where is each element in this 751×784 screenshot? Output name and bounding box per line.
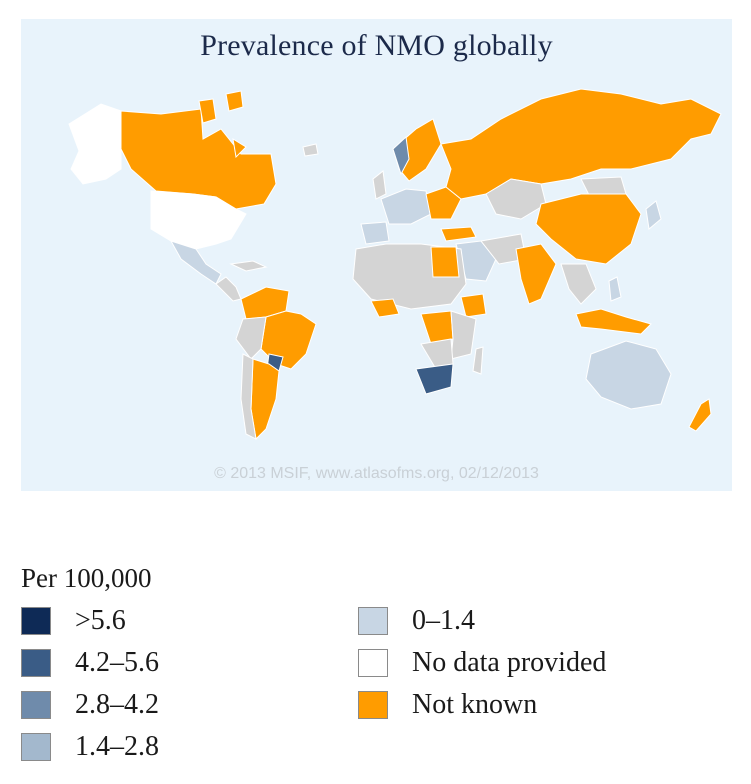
legend-title: Per 100,000 bbox=[21, 563, 152, 593]
legend-item-2-8-4-2: 2.8–4.2 bbox=[21, 689, 159, 720]
legend-swatch bbox=[21, 607, 51, 635]
legend-label: 4.2–5.6 bbox=[75, 647, 159, 678]
legend-swatch bbox=[21, 733, 51, 761]
legend-label: 2.8–4.2 bbox=[75, 689, 159, 720]
region-mexico bbox=[169, 240, 222, 285]
region-turkey bbox=[440, 226, 477, 242]
region-western-europe bbox=[380, 188, 432, 225]
region-alaska bbox=[68, 103, 122, 185]
world-map bbox=[68, 88, 722, 441]
legend-item-no-data: No data provided bbox=[358, 647, 607, 678]
legend-swatch bbox=[358, 691, 388, 719]
legend-label: 0–1.4 bbox=[412, 605, 475, 636]
region-southeast-asia bbox=[560, 263, 597, 305]
region-uk bbox=[372, 170, 387, 200]
legend-swatch bbox=[21, 649, 51, 677]
region-egypt bbox=[430, 246, 460, 278]
region-japan bbox=[645, 200, 662, 230]
world-map-panel: Prevalence of NMO globally © 2013 MSIF, … bbox=[21, 19, 732, 491]
legend-item-0-1-4: 0–1.4 bbox=[358, 605, 475, 636]
region-argentina bbox=[250, 358, 280, 441]
region-brazil bbox=[260, 310, 317, 370]
region-usa bbox=[150, 190, 247, 250]
region-india bbox=[515, 243, 557, 305]
map-title: Prevalence of NMO globally bbox=[200, 29, 553, 62]
region-canada-arctic bbox=[198, 98, 247, 159]
legend-swatch bbox=[358, 649, 388, 677]
legend-label: >5.6 bbox=[75, 605, 126, 636]
region-eastern-europe bbox=[425, 186, 462, 220]
legend-swatch bbox=[21, 691, 51, 719]
legend-item-1-4-2-8: 1.4–2.8 bbox=[21, 731, 159, 762]
legend-swatch bbox=[358, 607, 388, 635]
region-ethiopia bbox=[460, 293, 487, 318]
region-new-zealand bbox=[688, 398, 712, 432]
region-russia bbox=[440, 88, 722, 200]
legend-label: No data provided bbox=[412, 647, 607, 678]
legend-item-4-2-5-6: 4.2–5.6 bbox=[21, 647, 159, 678]
region-west-africa bbox=[370, 298, 400, 318]
copyright-notice: © 2013 MSIF, www.atlasofms.org, 02/12/20… bbox=[214, 465, 539, 482]
region-norway-sweden bbox=[392, 135, 410, 176]
legend-label: Not known bbox=[412, 689, 538, 720]
region-chile bbox=[240, 353, 257, 440]
legend-label: 1.4–2.8 bbox=[75, 731, 159, 762]
region-east-africa bbox=[450, 310, 477, 360]
legend-item-gt-5-6: >5.6 bbox=[21, 605, 126, 636]
region-peru-bolivia bbox=[235, 316, 267, 360]
region-greenland bbox=[225, 90, 244, 112]
region-iberia bbox=[360, 221, 390, 245]
region-philippines bbox=[608, 276, 622, 302]
legend-item-not-known: Not known bbox=[358, 689, 538, 720]
region-canada bbox=[120, 108, 277, 210]
region-australia bbox=[585, 340, 672, 410]
region-caribbean bbox=[229, 260, 268, 272]
region-central-america bbox=[215, 276, 242, 302]
region-south-africa bbox=[415, 363, 454, 395]
region-china bbox=[535, 193, 642, 265]
region-madagascar bbox=[472, 346, 484, 375]
region-indonesia bbox=[575, 308, 652, 335]
region-iceland bbox=[302, 143, 319, 157]
